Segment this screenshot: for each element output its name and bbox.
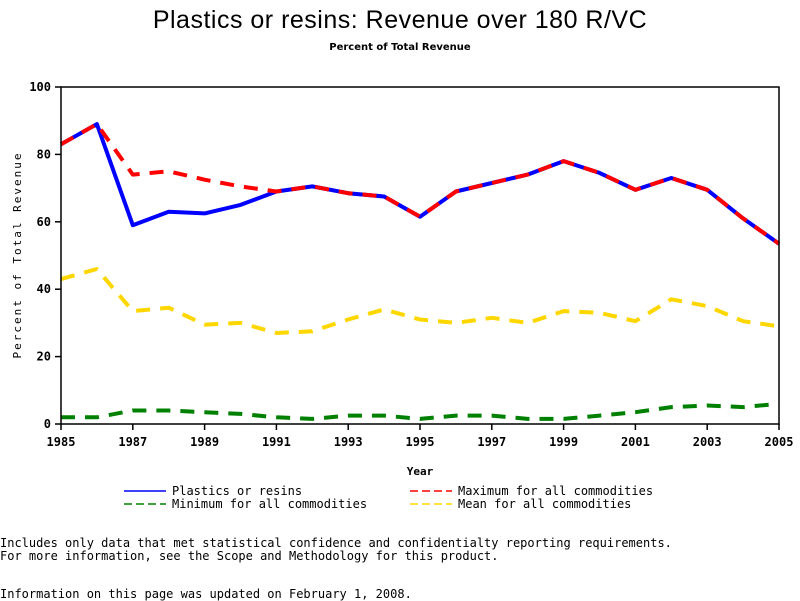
y-tick-label: 60 (37, 215, 51, 229)
y-tick-label: 40 (37, 282, 51, 296)
legend-label: Minimum for all commodities (172, 497, 367, 511)
series-line-maximum-for-all-commodities (61, 124, 779, 244)
series-line-minimum-for-all-commodities (61, 404, 779, 419)
y-tick-label: 20 (37, 350, 51, 364)
y-tick-label: 80 (37, 147, 51, 161)
x-axis-title: Year (407, 465, 434, 478)
x-tick-label: 2005 (765, 435, 794, 449)
axes-layer: 0 20 40 60 80 100 1985 1987 1989 1991 1993 1995 1997… (29, 80, 793, 449)
legend-label: Mean for all commodities (458, 497, 631, 511)
line-chart: 0 20 40 60 80 100 1985 1987 1989 1991 1993 1995 1997… (0, 0, 800, 530)
legend: Plastics or resins Maximum for all commod… (124, 484, 653, 511)
footnote-updated: Information on this page was updated on … (0, 587, 412, 601)
x-tick-label: 2003 (693, 435, 722, 449)
x-tick-label: 1993 (334, 435, 363, 449)
y-tick-label: 0 (44, 417, 51, 431)
footnote-methodology: For more information, see the Scope and … (0, 549, 499, 563)
x-tick-label: 1995 (406, 435, 435, 449)
x-tick-label: 1997 (477, 435, 506, 449)
series-line-plastics-or-resins (61, 124, 779, 244)
x-tick-label: 2001 (621, 435, 650, 449)
series-line-mean-for-all-commodities (61, 269, 779, 333)
footnote-confidence: Includes only data that met statistical … (0, 536, 672, 550)
x-tick-label: 1999 (549, 435, 578, 449)
plot-frame (61, 87, 779, 424)
y-tick-label: 100 (29, 80, 51, 94)
x-tick-label: 1985 (47, 435, 76, 449)
x-tick-label: 1987 (118, 435, 147, 449)
series-layer (61, 124, 779, 419)
x-tick-label: 1991 (262, 435, 291, 449)
x-tick-label: 1989 (190, 435, 219, 449)
y-axis-title: Percent of Total Revenue (11, 152, 24, 359)
legend-label: Maximum for all commodities (458, 484, 653, 498)
legend-label: Plastics or resins (172, 484, 302, 498)
